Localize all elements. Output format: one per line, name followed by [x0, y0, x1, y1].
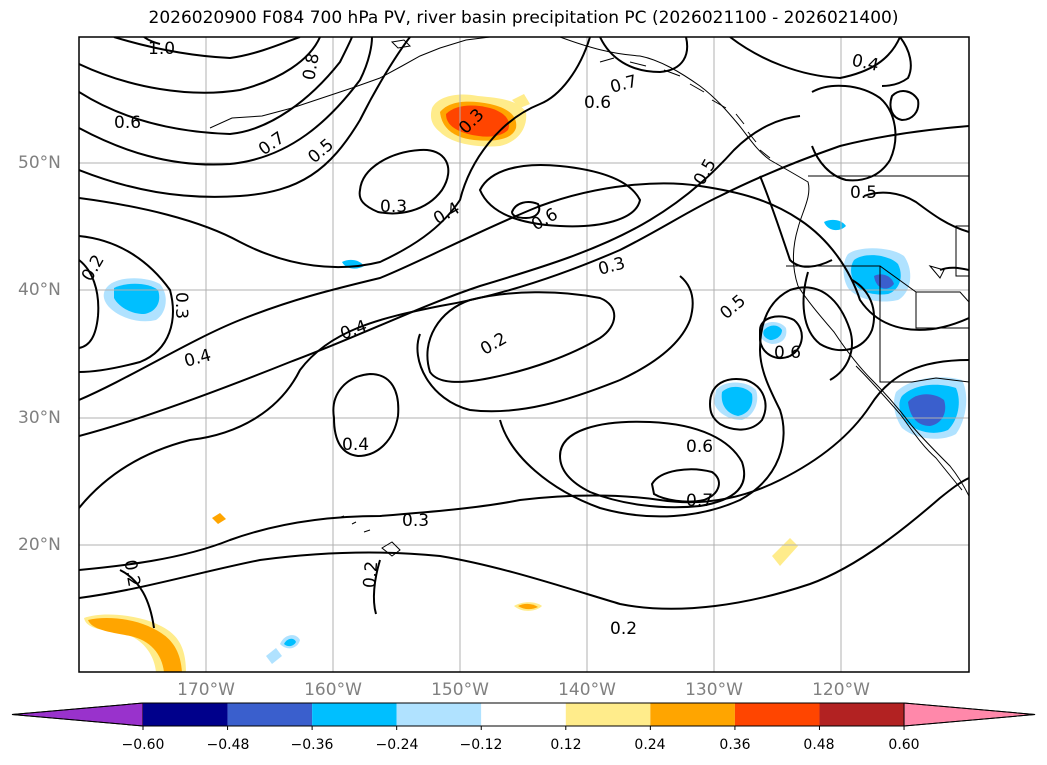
contour-label: 0.2: [610, 619, 637, 639]
lon-label: 150°W: [431, 680, 489, 700]
colorbar-extension-high: [903, 702, 1036, 727]
lat-label: 50°N: [18, 153, 61, 173]
colorbar-tick-label: 0.24: [634, 737, 666, 753]
colorbar-segment: [481, 703, 566, 726]
lat-label: 30°N: [18, 408, 61, 428]
colorbar-tick-label: 0.60: [888, 737, 920, 753]
contour-label: 0.6: [686, 437, 713, 457]
lon-label: 140°W: [558, 680, 616, 700]
colorbar-tick-label: 0.48: [803, 737, 835, 753]
contour-label: 0.5: [850, 183, 877, 203]
colorbar-tick-label: −0.60: [121, 737, 165, 753]
colorbar-tick-label: −0.36: [290, 737, 334, 753]
colorbar-tick-label: 0.36: [719, 737, 751, 753]
colorbar-extension-low: [11, 702, 144, 727]
colorbar-segment: [396, 703, 482, 726]
contour-label: 0.4: [342, 435, 369, 455]
contour-label: 1.0: [148, 39, 175, 59]
contour-label: 0.2: [360, 560, 382, 589]
lat-label: 20°N: [18, 535, 61, 555]
colorbar-segment: [565, 703, 651, 726]
contour-label: 0.3: [171, 292, 191, 319]
colorbar-tick-label: −0.24: [375, 737, 419, 753]
coastlines: [209, 37, 969, 557]
contour-label: 0.7: [686, 491, 713, 511]
contour-label: 0.6: [114, 113, 141, 133]
lon-label: 170°W: [177, 680, 235, 700]
colorbar: [11, 702, 1036, 730]
contour-label: 0.6: [584, 93, 611, 113]
colorbar-tick-label: −0.12: [459, 737, 503, 753]
colorbar-segment: [143, 703, 228, 726]
contour-label: 0.3: [402, 511, 429, 531]
map-title: 2026020900 F084 700 hPa PV, river basin …: [148, 8, 899, 28]
colorbar-tick-label: 0.12: [550, 737, 582, 753]
colorbar-tick-label: −0.48: [206, 737, 250, 753]
contour-label: 0.8: [299, 52, 323, 82]
contour-label: 0.2: [119, 558, 143, 588]
colorbar-segment: [819, 703, 905, 726]
contour-label: 0.6: [774, 343, 801, 363]
lon-label: 160°W: [304, 680, 362, 700]
contour-label: 0.3: [380, 197, 407, 217]
colorbar-segment: [227, 703, 313, 726]
lon-label: 120°W: [812, 680, 870, 700]
colorbar-segment: [734, 703, 820, 726]
colorbar-segment: [650, 703, 735, 726]
pv-contours: [79, 37, 969, 629]
lon-label: 130°W: [685, 680, 743, 700]
colorbar-segment: [312, 703, 397, 726]
lat-label: 40°N: [18, 280, 61, 300]
map-frame: [78, 36, 970, 673]
